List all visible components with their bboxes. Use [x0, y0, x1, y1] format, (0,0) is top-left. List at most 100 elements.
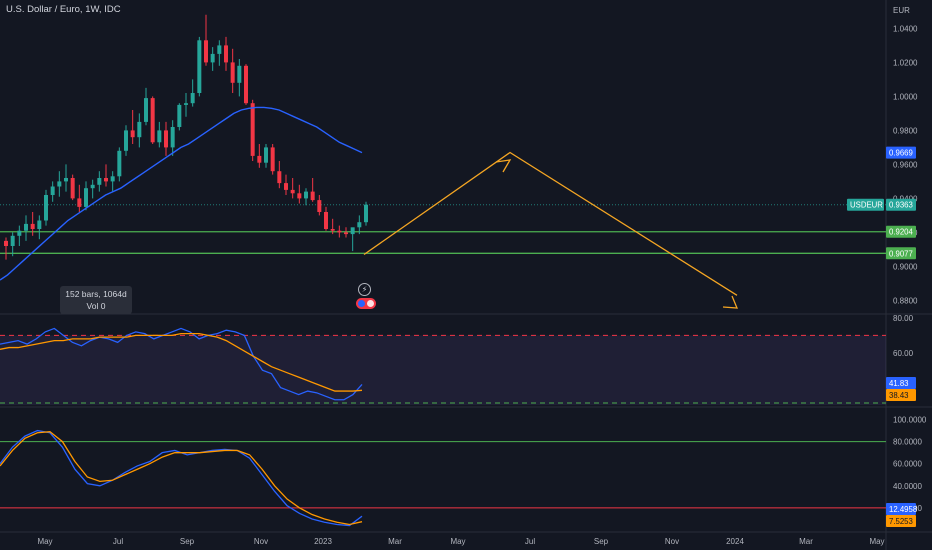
- time-tick: May: [450, 537, 465, 546]
- candle-body: [30, 223, 35, 229]
- rsi-ma-badge-text: 38.43: [889, 391, 909, 400]
- candle-body: [297, 193, 302, 199]
- candle-body: [244, 65, 248, 104]
- currency-label: EUR: [893, 6, 910, 15]
- sma-value-badge-text: 0.9669: [889, 149, 913, 158]
- candle-body: [157, 130, 162, 143]
- rsi-badge-text: 41.83: [889, 379, 909, 388]
- time-tick: Jul: [113, 537, 123, 546]
- time-tick: May: [37, 537, 52, 546]
- stoch-tick: 40.0000: [893, 482, 922, 491]
- candle-body: [304, 191, 308, 199]
- candle-body: [230, 62, 235, 83]
- candle-body: [237, 65, 242, 83]
- candle-body: [84, 188, 88, 207]
- candle-body: [330, 229, 335, 231]
- candle-body: [104, 178, 108, 182]
- candle-body: [150, 98, 155, 143]
- bars-count-label: 152 bars, 1064d: [65, 289, 127, 299]
- stoch-tick: 80.0000: [893, 438, 922, 447]
- candle-body: [184, 103, 188, 105]
- candle-body: [77, 198, 82, 207]
- last-price-badge-text: 0.9363: [889, 201, 913, 210]
- candle-body: [197, 40, 202, 93]
- rsi-badge: [886, 377, 916, 389]
- stoch-k-line: [0, 429, 363, 527]
- support1-badge-text: 0.9204: [889, 228, 914, 237]
- time-tick: Nov: [254, 537, 268, 546]
- projection-arrowhead-up: [495, 159, 512, 173]
- symbol-badge-text: USDEUR: [850, 201, 883, 210]
- candle-body: [250, 103, 255, 156]
- support2-badge: [886, 247, 916, 260]
- candle-body: [117, 150, 122, 177]
- candle-body: [24, 223, 28, 231]
- support1-badge: [886, 225, 916, 238]
- candle-body: [337, 230, 342, 233]
- candle-body: [210, 53, 215, 63]
- candle-body: [217, 45, 222, 54]
- candle-body: [190, 93, 195, 104]
- candle-body: [290, 189, 295, 194]
- time-tick: 2024: [726, 537, 744, 546]
- projection-path: [363, 151, 738, 296]
- candle-body: [317, 200, 322, 212]
- candle-body: [277, 171, 282, 184]
- rsi-line: [0, 327, 363, 401]
- candle-body: [164, 130, 168, 148]
- time-tick: 2023: [314, 537, 332, 546]
- symbol-badge: [847, 198, 884, 211]
- candle-body: [90, 184, 95, 189]
- rsi-ma-line: [0, 333, 363, 392]
- candle-body: [170, 127, 175, 148]
- projection-arrowhead-down: [722, 295, 739, 309]
- candle-body: [64, 178, 68, 182]
- rsi-ma-badge: [886, 389, 916, 401]
- candle-body: [137, 121, 142, 138]
- candle-body: [204, 40, 208, 63]
- candle-body: [310, 191, 315, 201]
- price-tick: 0.9800: [893, 126, 918, 135]
- sma-value-badge: [886, 146, 916, 159]
- sma-line: [0, 106, 363, 281]
- last-price-badge: [886, 198, 916, 211]
- rsi-tick: 60.00: [893, 349, 914, 358]
- stoch-k-badge-text: 12.4958: [889, 505, 917, 514]
- time-tick: Jul: [525, 537, 535, 546]
- candle-body: [97, 178, 102, 185]
- candle-body: [357, 222, 362, 228]
- candle-body: [224, 45, 228, 63]
- candle-body: [124, 130, 128, 151]
- candle-body: [44, 195, 48, 221]
- candle-body: [324, 212, 328, 229]
- candle-body: [50, 186, 55, 195]
- us-eu-flags-icon[interactable]: [356, 298, 376, 309]
- bars-tooltip: 152 bars, 1064d Vol 0: [60, 286, 132, 314]
- stoch-k-badge: [886, 503, 916, 515]
- price-tick: 1.0000: [893, 92, 918, 101]
- lightning-icon[interactable]: ⚡: [358, 283, 371, 296]
- support2-badge-text: 0.9077: [889, 249, 913, 258]
- time-tick: Sep: [180, 537, 195, 546]
- time-tick: May: [869, 537, 884, 546]
- candle-body: [177, 104, 182, 127]
- stoch-tick: 100.0000: [893, 416, 927, 425]
- time-tick: Mar: [799, 537, 813, 546]
- candle-body: [70, 178, 75, 199]
- candle-body: [37, 220, 42, 229]
- price-tick: 1.0200: [893, 58, 918, 67]
- candle-body: [264, 147, 268, 163]
- candle-body: [344, 232, 348, 235]
- candle-body: [364, 204, 368, 223]
- stoch-d-badge-text: 7.5253: [889, 517, 913, 526]
- candle-body: [10, 235, 15, 246]
- candle-body: [257, 155, 262, 163]
- rsi-band: [0, 335, 886, 405]
- time-tick: Sep: [594, 537, 609, 546]
- chart-title: U.S. Dollar / Euro, 1W, IDC: [6, 4, 121, 15]
- stoch-d-line: [0, 431, 363, 526]
- price-tick: 0.8800: [893, 296, 918, 305]
- price-tick: 0.9000: [893, 262, 918, 271]
- candle-body: [57, 181, 62, 187]
